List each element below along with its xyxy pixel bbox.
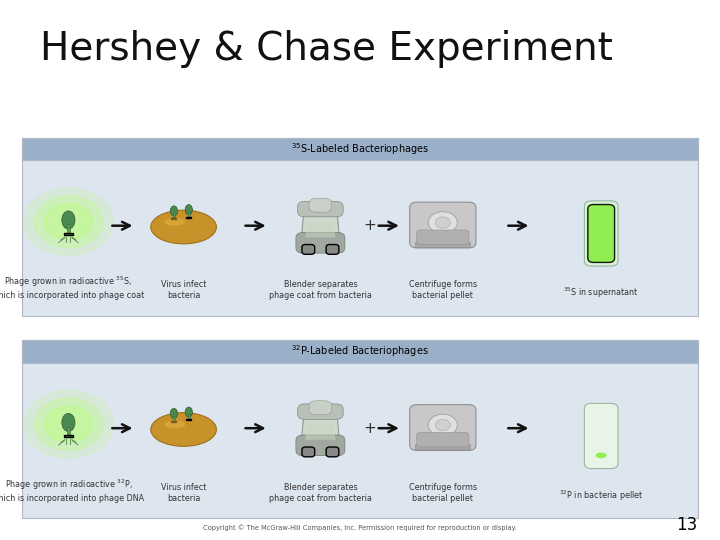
Text: $^{35}$S in supernatant: $^{35}$S in supernatant [564,286,639,300]
Circle shape [24,188,113,255]
FancyBboxPatch shape [64,435,73,437]
FancyBboxPatch shape [326,447,339,457]
FancyBboxPatch shape [171,218,176,219]
FancyBboxPatch shape [173,213,175,219]
FancyBboxPatch shape [186,419,192,420]
Ellipse shape [171,408,178,418]
FancyBboxPatch shape [302,245,315,254]
Ellipse shape [165,421,185,428]
FancyBboxPatch shape [171,421,176,422]
FancyBboxPatch shape [188,414,190,420]
Circle shape [34,399,103,450]
Text: $^{35}$S-Labeled Bacteriophages: $^{35}$S-Labeled Bacteriophages [291,141,429,157]
FancyBboxPatch shape [585,201,618,266]
FancyBboxPatch shape [415,444,470,449]
Ellipse shape [185,205,192,214]
FancyBboxPatch shape [22,340,698,363]
FancyBboxPatch shape [297,201,343,217]
Circle shape [44,406,93,442]
Polygon shape [305,423,336,440]
Text: Virus infect
bacteria: Virus infect bacteria [161,483,207,503]
FancyBboxPatch shape [297,404,343,420]
Circle shape [34,196,103,248]
FancyBboxPatch shape [22,138,698,160]
Text: Copyright © The McGraw-Hill Companies, Inc. Permission required for reproduction: Copyright © The McGraw-Hill Companies, I… [203,525,517,531]
FancyBboxPatch shape [588,205,615,262]
Ellipse shape [150,210,217,244]
Circle shape [435,420,451,431]
FancyBboxPatch shape [410,202,476,248]
Ellipse shape [62,414,75,431]
Ellipse shape [171,206,178,216]
Text: $^{32}$P in bacteria pellet: $^{32}$P in bacteria pellet [559,489,644,503]
FancyBboxPatch shape [410,404,476,450]
Circle shape [44,204,93,240]
FancyBboxPatch shape [309,198,332,212]
FancyBboxPatch shape [22,138,698,316]
FancyBboxPatch shape [417,230,469,245]
FancyBboxPatch shape [296,233,345,253]
FancyBboxPatch shape [326,245,339,254]
Text: Centrifuge forms
bacterial pellet: Centrifuge forms bacterial pellet [409,483,477,503]
FancyBboxPatch shape [415,242,470,247]
Polygon shape [305,220,336,238]
FancyBboxPatch shape [22,340,698,518]
FancyBboxPatch shape [186,217,192,218]
Text: Blender separates
phage coat from bacteria: Blender separates phage coat from bacter… [269,280,372,300]
FancyBboxPatch shape [67,224,70,234]
Ellipse shape [185,407,192,417]
Text: Blender separates
phage coat from bacteria: Blender separates phage coat from bacter… [269,483,372,503]
Text: Phage grown in radioactive $^{32}$P,
which is incorporated into phage DNA: Phage grown in radioactive $^{32}$P, whi… [0,477,145,503]
Text: Hershey & Chase Experiment: Hershey & Chase Experiment [40,30,612,68]
Text: +: + [363,218,376,233]
Circle shape [435,217,451,228]
Text: Virus infect
bacteria: Virus infect bacteria [161,280,207,300]
FancyBboxPatch shape [417,433,469,447]
Ellipse shape [150,413,217,447]
Circle shape [428,212,457,233]
FancyBboxPatch shape [67,427,70,436]
Text: Phage grown in radioactive $^{35}$S,
which is incorporated into phage coat: Phage grown in radioactive $^{35}$S, whi… [0,275,145,300]
FancyBboxPatch shape [585,403,618,469]
Text: $^{32}$P-Labeled Bacteriophages: $^{32}$P-Labeled Bacteriophages [291,343,429,360]
FancyBboxPatch shape [188,212,190,217]
FancyBboxPatch shape [302,447,315,457]
Circle shape [428,414,457,436]
Text: 13: 13 [675,516,697,534]
Text: +: + [363,421,376,436]
FancyBboxPatch shape [173,416,175,421]
FancyBboxPatch shape [64,233,73,235]
FancyBboxPatch shape [309,401,332,415]
Ellipse shape [165,218,185,226]
Polygon shape [302,212,339,239]
Ellipse shape [62,211,75,229]
Polygon shape [302,414,339,441]
FancyBboxPatch shape [296,435,345,456]
Ellipse shape [595,453,607,458]
Text: Centrifuge forms
bacterial pellet: Centrifuge forms bacterial pellet [409,280,477,300]
Circle shape [24,390,113,458]
